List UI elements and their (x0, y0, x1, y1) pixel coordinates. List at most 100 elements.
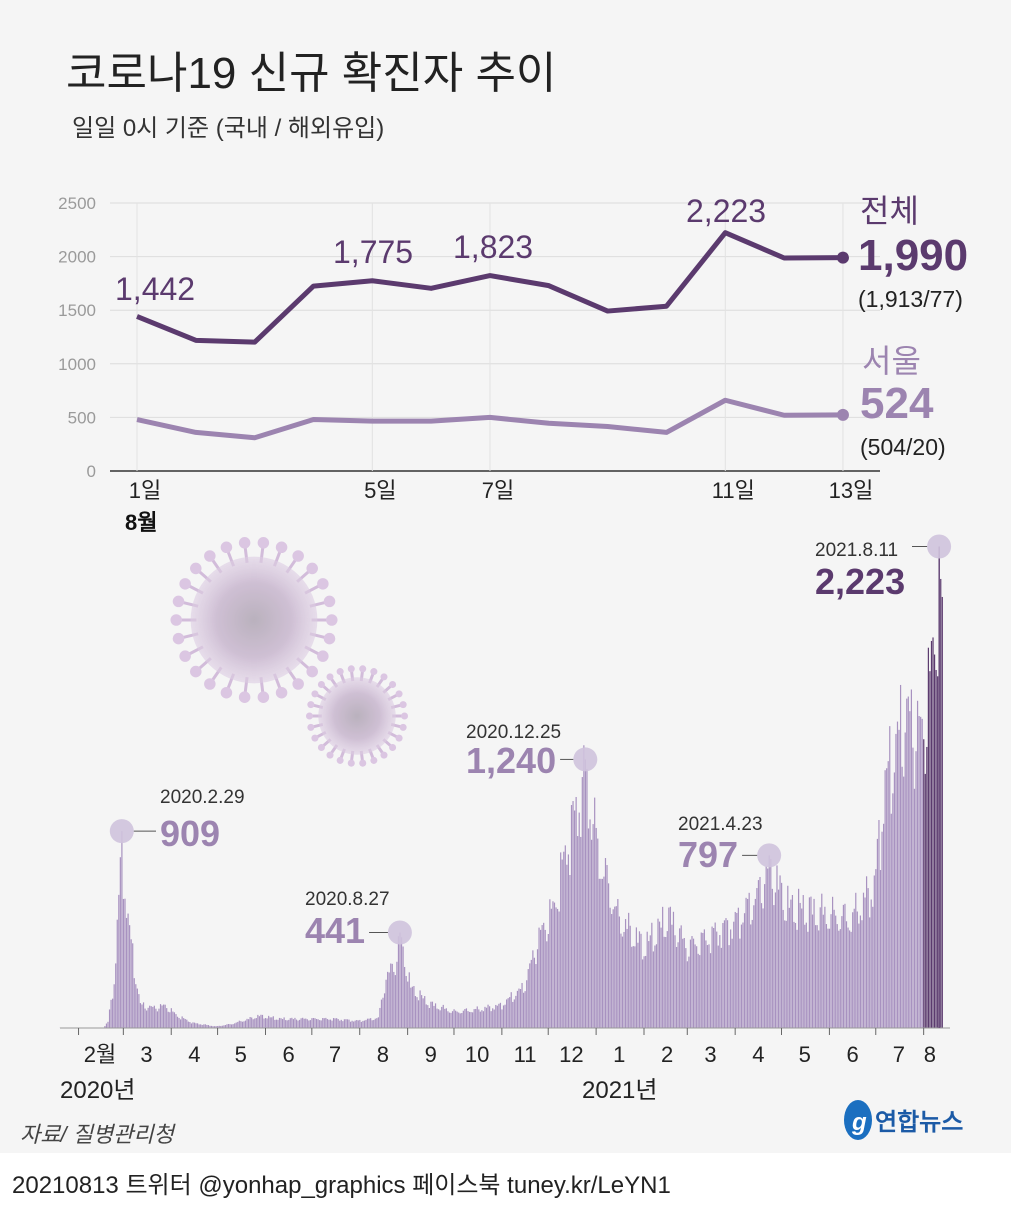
year-label-2020: 2020년 (60, 1077, 135, 1104)
daily-bar (841, 916, 843, 1028)
daily-bar (450, 1012, 452, 1028)
daily-bar (113, 984, 115, 1028)
yonhap-logo: g 연합뉴스 (844, 1100, 963, 1140)
daily-bar (130, 939, 132, 1028)
daily-bar (257, 1014, 259, 1028)
month-label: 8 (377, 1042, 389, 1067)
daily-bar (387, 971, 389, 1028)
daily-bar (433, 1005, 435, 1028)
peak-date-label: 2021.8.11 (815, 540, 898, 561)
daily-bar (623, 931, 625, 1028)
daily-bar (513, 999, 515, 1028)
daily-bar (553, 902, 556, 1028)
daily-bar (274, 1019, 276, 1028)
y-tick-label: 0 (87, 462, 96, 481)
data-label-aug7: 1,823 (453, 229, 533, 265)
daily-bar (413, 986, 415, 1028)
daily-bar (742, 922, 744, 1028)
daily-bar (204, 1024, 206, 1028)
daily-bar (637, 942, 639, 1028)
daily-bar (782, 909, 784, 1028)
daily-bar (573, 810, 576, 1028)
daily-bar (149, 1005, 151, 1028)
daily-bar (859, 915, 862, 1028)
daily-bar (400, 937, 403, 1028)
data-label-aug11: 2,223 (686, 193, 766, 229)
virus-spike-tip (347, 665, 355, 673)
daily-bar (227, 1024, 230, 1028)
daily-bar (708, 944, 710, 1028)
daily-bar (679, 928, 681, 1028)
daily-bar (235, 1022, 237, 1028)
daily-bar (578, 812, 580, 1028)
daily-bar (405, 976, 407, 1028)
daily-bar (589, 819, 591, 1028)
daily-bar (220, 1025, 222, 1028)
daily-bar (289, 1018, 291, 1028)
daily-bar (391, 963, 393, 1028)
daily-bar (325, 1017, 327, 1028)
daily-bar (858, 923, 860, 1028)
daily-bar (173, 1012, 176, 1028)
daily-bar (363, 1020, 366, 1028)
daily-bar (920, 716, 922, 1028)
daily-bar (878, 820, 880, 1028)
virus-spike-tip (370, 668, 378, 676)
daily-bar (439, 1010, 441, 1028)
daily-bar (192, 1022, 194, 1028)
y-tick-label: 2000 (58, 248, 96, 267)
daily-bar (170, 1008, 172, 1028)
peak-value-label: 909 (160, 813, 220, 854)
daily-bar (476, 1006, 478, 1028)
daily-bar (342, 1021, 344, 1028)
daily-bar (805, 922, 807, 1028)
daily-bar (119, 857, 121, 1028)
daily-bar (510, 992, 512, 1028)
month-label: 6 (846, 1042, 858, 1067)
daily-bar (855, 892, 857, 1028)
infographic-background (0, 0, 1011, 1153)
daily-bar (260, 1014, 262, 1028)
daily-bar (723, 920, 726, 1028)
daily-bar (898, 729, 900, 1028)
daily-bar (110, 999, 112, 1028)
daily-bar (465, 1008, 468, 1028)
daily-bar (892, 793, 894, 1028)
daily-bar (713, 928, 715, 1028)
daily-bar (152, 1006, 154, 1028)
daily-bar (771, 888, 773, 1028)
daily-bar (649, 935, 651, 1028)
daily-bar (323, 1018, 325, 1028)
daily-bar (697, 953, 699, 1028)
daily-bar (493, 1009, 495, 1028)
daily-bar (824, 906, 826, 1028)
seoul-point (836, 408, 849, 421)
virus-spike-tip (275, 541, 288, 554)
month-label: 4 (188, 1042, 200, 1067)
daily-bar (779, 875, 781, 1028)
virus-spike-tip (389, 743, 397, 752)
daily-bar (104, 1026, 106, 1028)
daily-bar (785, 920, 787, 1028)
daily-bar (428, 1007, 430, 1028)
daily-bar (314, 1018, 316, 1028)
daily-bar (903, 776, 905, 1028)
daily-bar (348, 1019, 350, 1028)
virus-spike-tip (311, 690, 319, 698)
daily-bar (414, 996, 417, 1028)
daily-bar (141, 1004, 143, 1028)
daily-bar (872, 906, 874, 1028)
daily-bar (346, 1019, 349, 1028)
daily-bar (167, 1011, 169, 1028)
daily-bar (696, 946, 698, 1028)
daily-bar (552, 901, 554, 1028)
daily-bar (368, 1018, 370, 1028)
daily-bar (734, 911, 736, 1028)
y-tick-label: 2500 (58, 194, 96, 213)
daily-bar (815, 925, 817, 1028)
daily-bar (838, 930, 840, 1028)
daily-bar (890, 813, 892, 1028)
daily-bar (190, 1023, 193, 1028)
daily-bar (875, 869, 877, 1028)
daily-bar (873, 875, 875, 1028)
